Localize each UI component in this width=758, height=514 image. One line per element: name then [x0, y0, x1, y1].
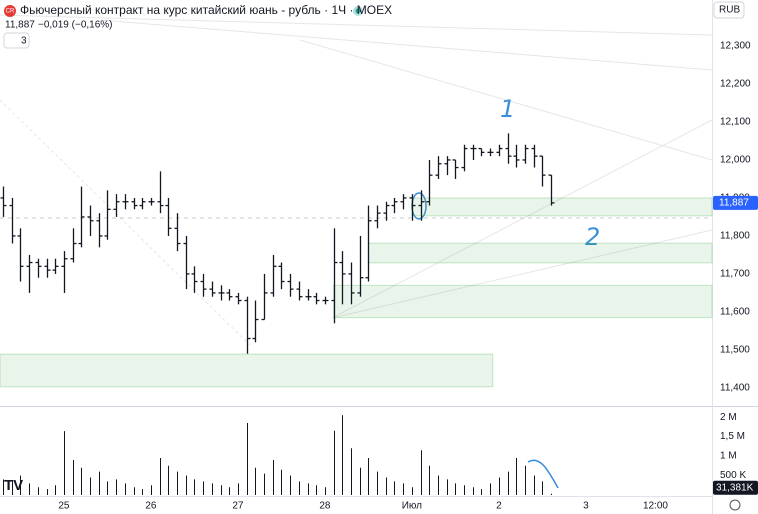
- last-price-box: [713, 195, 758, 210]
- y-tick-label: 11,600: [720, 307, 750, 318]
- y-tick-label: 12,300: [720, 41, 751, 52]
- x-tick-label: 26: [145, 501, 157, 512]
- status-dot: [355, 8, 361, 14]
- y-tick-label: 500 K: [720, 470, 746, 481]
- y-tick-label: 12,100: [720, 117, 751, 128]
- zone: [411, 197, 713, 217]
- change: −0,019 (−0,16%): [38, 20, 113, 31]
- x-tick-label: 2: [496, 501, 502, 512]
- title: Фьючерсный контракт на курс китайский юа…: [20, 3, 392, 17]
- zone: [367, 242, 713, 264]
- x-tick-label: 12:00: [643, 501, 668, 512]
- hand-mark: [527, 459, 559, 489]
- trend-line: [0, 14, 713, 36]
- logo: [4, 5, 16, 17]
- annotation: 1: [500, 95, 515, 123]
- x-tick-label: 27: [232, 501, 244, 512]
- y-tick-label: 12,200: [720, 79, 751, 90]
- trend-line: [99, 19, 713, 71]
- currency-button[interactable]: [713, 1, 745, 19]
- trend-line: [331, 119, 713, 319]
- zone: [0, 353, 494, 388]
- y-tick-label: 11,400: [720, 383, 750, 394]
- trend-line: [299, 39, 713, 161]
- indicator-toggle[interactable]: [3, 32, 30, 49]
- y-tick-label: 1,5 M: [720, 431, 745, 442]
- y-tick-label: 11,800: [720, 231, 750, 242]
- trend-line: [331, 229, 713, 319]
- zone: [333, 284, 713, 319]
- x-tick-label: Июл: [402, 501, 422, 512]
- settings-icon[interactable]: [729, 499, 741, 511]
- last-volume-label: 31,381K: [716, 482, 754, 493]
- trend-line: [0, 99, 251, 346]
- price: 11,887: [5, 20, 35, 31]
- y-tick-label: 11,700: [720, 269, 750, 280]
- x-tick-label: 28: [319, 501, 331, 512]
- y-tick-label: 2 M: [720, 412, 737, 423]
- y-tick-label: 12,000: [720, 155, 751, 166]
- brand-logo: TV: [4, 477, 23, 494]
- indicator-count[interactable]: 3: [21, 36, 27, 47]
- annotation: 2: [585, 223, 600, 251]
- y-tick-label: 1 M: [720, 451, 737, 462]
- y-tick-label: 11,500: [720, 345, 750, 356]
- last-volume-box: [713, 480, 758, 495]
- currency[interactable]: RUB: [719, 5, 740, 16]
- x-tick-label: 3: [583, 501, 589, 512]
- logo-text: CR: [6, 9, 15, 15]
- x-tick-label: 25: [58, 501, 70, 512]
- last-price-label: 11,887: [719, 198, 749, 209]
